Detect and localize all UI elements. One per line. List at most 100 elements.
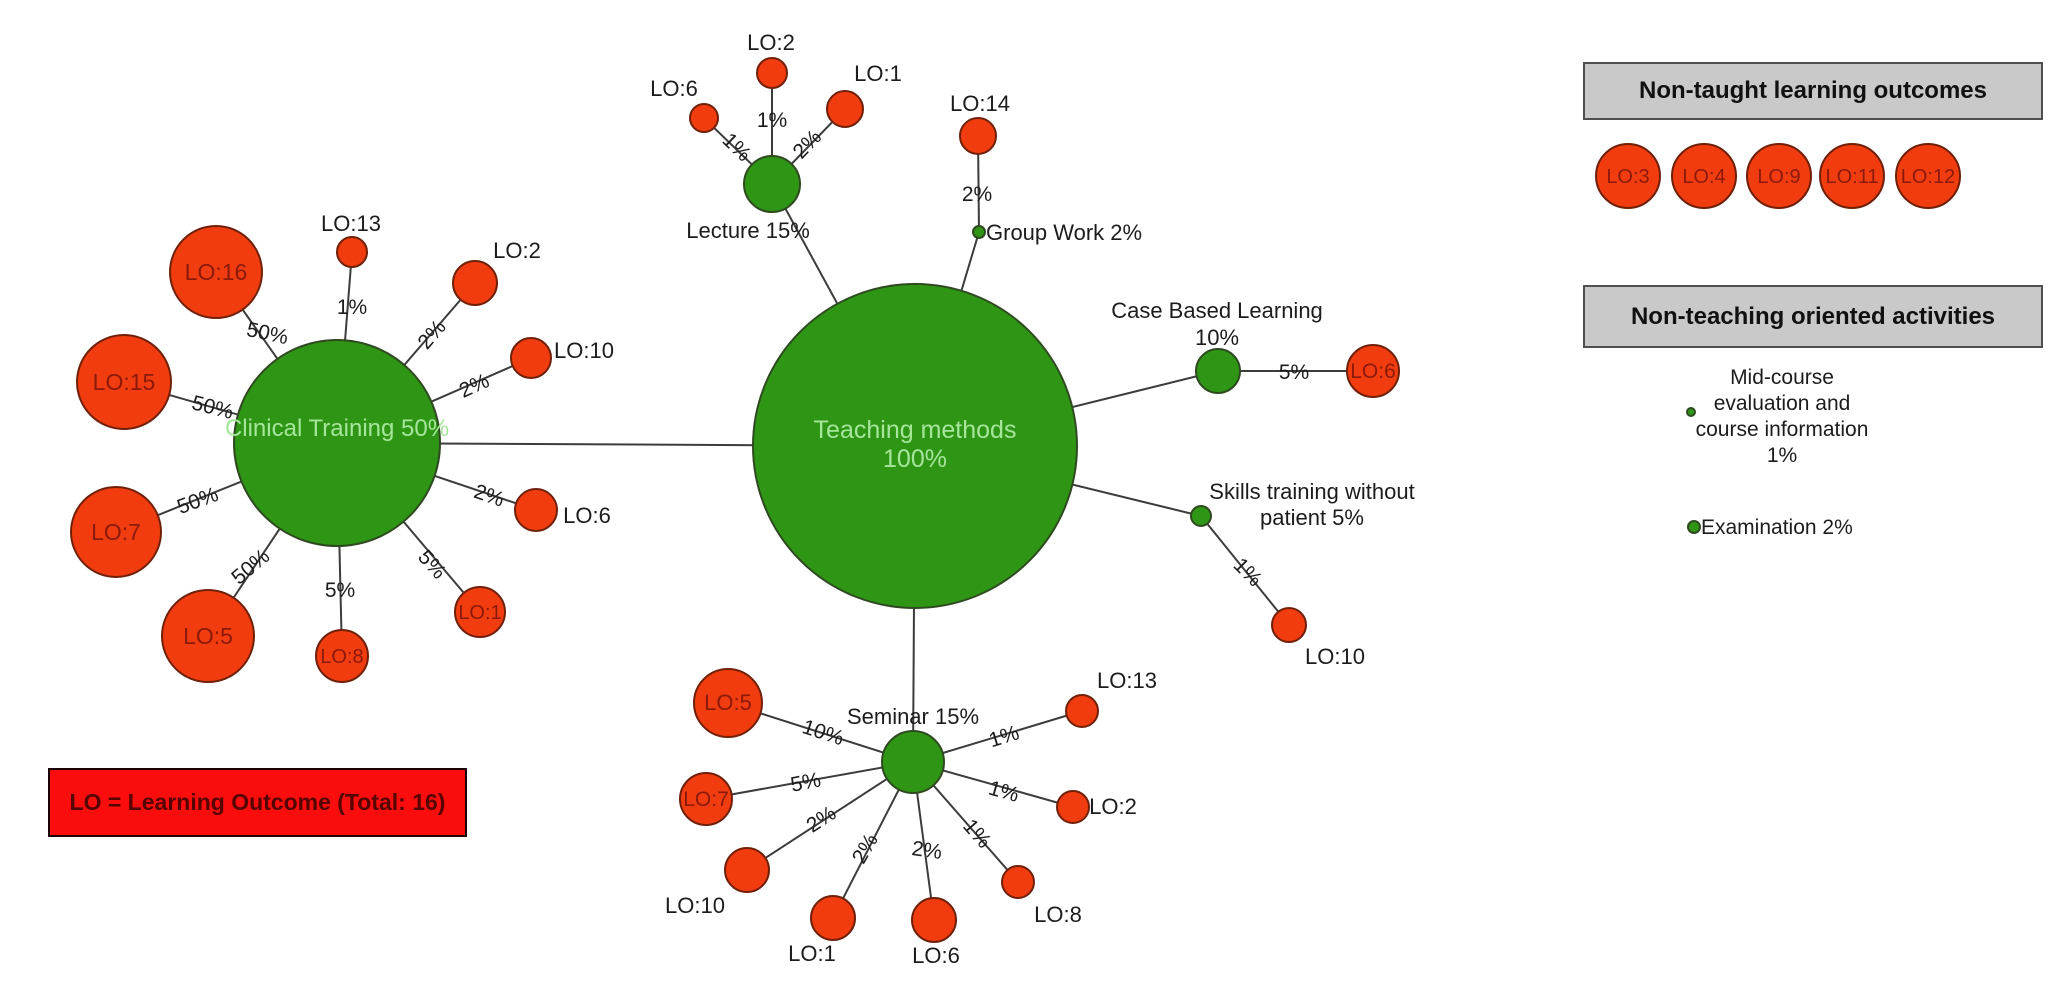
node-groupwork [972,225,986,239]
label-lo-10: LO:10 [665,893,725,918]
node-s_lo2 [1056,790,1090,824]
label-lo-6: LO:6 [1350,360,1396,383]
label-lecture-15-: Lecture 15% [686,218,810,243]
node-c_lo5 [161,589,255,683]
label-lo-1: LO:1 [854,61,902,86]
label-lo-12: LO:12 [1901,166,1955,188]
legend-non-teaching-title: Non-teaching oriented activities [1630,302,1996,330]
edge-label-1pct: 1% [337,296,367,319]
label-lo-3: LO:3 [1606,166,1649,188]
edge-label-2pct: 2% [789,126,827,164]
edge-label-10pct: 10% [799,715,846,750]
label-lo-1: LO:1 [788,941,836,966]
edge-label-2pct: 2% [962,183,992,206]
edge-label-50pct: 50% [174,483,221,519]
label-lo-13: LO:13 [321,211,381,236]
node-lo14 [959,117,997,155]
labels-layer: LO:6 LO:2 LO:1 LO:14 Lecture 15% Group Work 2… [91,30,1955,968]
node-c_lo16 [169,225,263,319]
node-c_lo8 [315,629,369,683]
label-lo-14: LO:14 [950,91,1010,116]
node-skills [1190,505,1212,527]
node-s_lo8 [1001,865,1035,899]
edge-label-5pct: 5% [789,768,823,796]
node-l_lo2 [756,57,788,89]
node-leg_lo9 [1746,143,1812,209]
label-lo-2: LO:2 [747,30,795,55]
node-leg_lo4 [1671,143,1737,209]
label-case-based-learning: Case Based Learning 10% [1111,298,1323,350]
label-lo-6: LO:6 [912,943,960,968]
node-c_lo7 [70,486,162,578]
edge-label-1pct: 1% [757,109,787,132]
edge-label-2pct: 2% [456,369,493,402]
label-lo-1: LO:1 [458,602,501,624]
edge-label-2pct: 2% [802,802,840,838]
label-lo-10: LO:10 [1305,644,1365,669]
node-s_lo10 [724,847,770,893]
node-lecture [743,155,801,213]
legend-non-taught-header: Non-taught learning outcomes [1583,62,2043,120]
node-l_lo6 [689,103,719,133]
node-s_lo5 [693,668,763,738]
edge-label-1pct: 1% [1229,554,1267,592]
node-c_lo6 [514,488,558,532]
node-cbl [1195,348,1241,394]
node-leg_lo11 [1819,143,1885,209]
node-c_lo15 [76,334,172,430]
node-c_lo13 [336,236,368,268]
label-clinical-training-50-: Clinical Training 50% [225,415,449,442]
node-c_lo10 [510,337,552,379]
node-sk_lo10 [1271,607,1307,643]
edge-label-1pct: 1% [986,721,1022,752]
edge-seminar-s_lo7 [705,761,914,800]
label-lo-15: LO:15 [93,369,156,395]
node-leg_lo3 [1595,143,1661,209]
label-lo-10: LO:10 [554,338,614,363]
legend-non-teaching-header: Non-teaching oriented activities [1583,285,2043,348]
learning-outcome-note: LO = Learning Outcome (Total: 16) [48,768,467,837]
label-lo-7: LO:7 [683,788,729,811]
edge-label-2pct: 2% [848,830,883,868]
node-s_lo13 [1065,694,1099,728]
edge-label-5pct: 5% [413,546,450,584]
edge-label-1pct: 1% [986,777,1022,807]
edge-label-2pct: 2% [471,480,507,512]
node-seminar [881,730,945,794]
edge-label-1pct: 1% [718,129,756,167]
node-s_lo6 [911,897,957,943]
edge-label-50pct: 50% [227,545,274,590]
label-lo-5: LO:5 [704,690,752,715]
label-lo-11: LO:11 [1826,166,1879,188]
node-s_lo7 [679,772,733,826]
edge-label-50pct: 50% [189,391,235,423]
label-lo-7: LO:7 [91,519,141,545]
label-seminar-15-: Seminar 15% [847,704,979,729]
label-lo-13: LO:13 [1097,668,1157,693]
label-lo-5: LO:5 [183,623,233,649]
learning-outcome-note-text: LO = Learning Outcome (Total: 16) [69,789,446,815]
edge-label-5pct: 5% [1279,361,1309,384]
node-legdot1 [1686,407,1696,417]
legend-non-taught-title: Non-taught learning outcomes [1639,77,1987,104]
label-lo-4: LO:4 [1682,166,1725,188]
label-examination-2-: Examination 2% [1701,516,1853,539]
edge-label-2pct: 2% [910,837,943,864]
edge-seminar-s_lo10 [746,761,914,871]
node-c_lo1 [454,586,506,638]
label-lo-8: LO:8 [320,646,363,668]
node-l_lo1 [826,90,864,128]
node-s_lo1 [810,895,856,941]
node-clinical [233,339,441,547]
node-leg_lo12 [1895,143,1961,209]
label-lo-6: LO:6 [650,76,698,101]
nodes-layer [70,57,1961,943]
label-teaching-methods: Teaching methods 100% [814,416,1017,473]
label-group-work-2-: Group Work 2% [986,220,1142,245]
node-c_lo2 [452,260,498,306]
node-teaching [752,283,1078,609]
edge-skills-sk_lo10 [1200,515,1290,626]
label-mid-course: Mid-course evaluation and course informati… [1696,366,1869,467]
